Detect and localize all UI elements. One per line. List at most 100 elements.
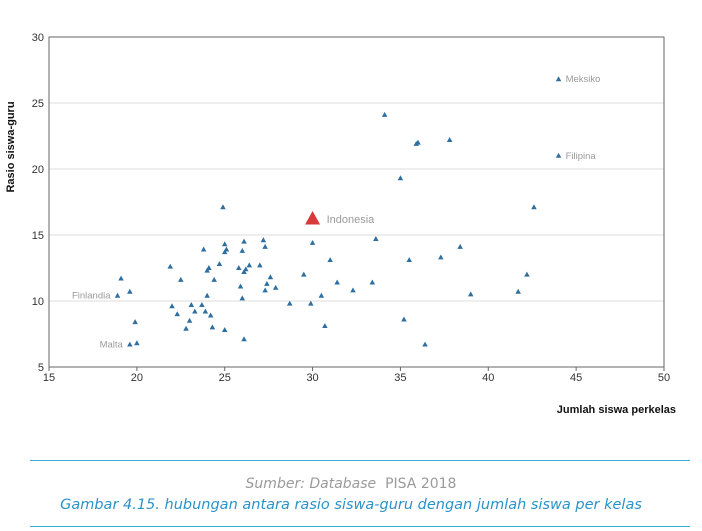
y-tick-label: 25 [32,98,44,110]
x-tick-label: 30 [306,372,318,384]
x-tick-label: 50 [658,372,670,384]
x-axis-label: Jumlah siswa perkelas [557,404,676,416]
data-point [267,274,274,280]
label-finlandia: Finlandia [72,291,111,302]
data-point [200,246,207,252]
data-point [183,325,189,331]
x-tick-label: 25 [219,372,231,384]
top-divider [30,460,690,461]
data-point [132,319,138,325]
data-point [467,291,474,297]
data-point [286,300,293,306]
data-point [397,175,404,181]
data-point [524,271,530,277]
data-point [239,247,246,253]
x-tick-label: 45 [570,372,582,384]
data-point [373,235,379,241]
data-point [199,301,205,307]
grid-lines [49,102,664,302]
data-point [118,275,124,281]
data-point [169,303,175,309]
data-point [114,292,121,298]
data-point [438,254,444,260]
source-dataset-label: PISA 2018 [376,476,457,492]
label-meksiko: Meksiko [566,74,601,85]
data-point [262,243,268,249]
y-axis-label: Rasio siswa-guru [5,101,17,192]
data-point [239,295,246,301]
data-point [223,246,230,252]
bottom-divider [30,526,690,527]
data-point [211,276,217,282]
data-point [204,292,210,298]
data-point [369,279,376,285]
data-point [446,136,453,142]
data-point [309,239,316,245]
data-point [262,287,268,293]
data-point [241,336,247,342]
data-point [221,249,228,255]
data-point [204,267,210,273]
data-point [134,340,140,346]
point-annotations: Indonesia Meksiko Filipina Finlandia Malta [72,74,600,350]
data-point [127,288,133,294]
data-point [174,311,181,317]
data-point [202,308,209,314]
scatter-chart: 5 10 15 20 25 30 15 20 25 30 35 40 45 50 Indonesia Me… [5,32,676,416]
data-point [381,111,388,117]
data-point [350,287,356,293]
data-point [209,324,216,330]
label-malta: Malta [100,340,124,351]
x-tick-labels: 15 20 25 30 35 40 45 50 [43,367,670,384]
y-tick-label: 20 [32,164,44,176]
data-point [308,300,314,306]
data-point [241,238,247,244]
data-point [301,271,307,277]
label-filipina: Filipina [566,151,597,162]
data-point [334,279,340,285]
data-point [406,257,412,263]
data-point [236,265,242,270]
data-point [515,288,521,294]
data-point [241,268,247,274]
data-point [327,257,333,263]
x-tick-label: 40 [482,372,494,384]
data-point [207,312,214,318]
data-point [192,308,198,314]
data-point [221,241,228,247]
y-tick-label: 30 [32,32,44,44]
data-points [114,76,562,347]
data-point [318,292,325,298]
data-point [220,204,226,210]
label-indonesia: Indonesia [327,214,376,226]
data-point [264,280,270,286]
y-tick-labels: 5 10 15 20 25 30 [32,32,44,374]
data-point [260,237,267,243]
data-point [206,265,212,270]
data-point [167,263,173,269]
data-point [188,301,195,307]
y-tick-label: 5 [38,362,44,374]
data-point [246,262,253,268]
figure-caption: Gambar 4.15. hubungan antara rasio siswa… [60,497,642,513]
source-note: Sumber: Database PISA 2018 [0,476,702,492]
data-point [422,341,428,347]
data-point [531,204,537,210]
data-point [257,262,263,268]
data-point [415,139,421,145]
data-point [186,317,193,323]
data-point [401,316,407,322]
data-point [457,243,463,249]
data-point [322,323,328,329]
y-tick-label: 10 [32,296,44,308]
data-point [272,284,279,290]
data-point [237,283,244,289]
data-point [243,266,249,272]
x-tick-label: 20 [131,372,143,384]
data-point [127,341,133,347]
x-tick-label: 35 [394,372,406,384]
source-database-label: Sumber: Database [245,476,377,492]
plot-frame [48,36,665,368]
data-point [555,76,562,82]
highlight-point-indonesia [305,211,321,225]
